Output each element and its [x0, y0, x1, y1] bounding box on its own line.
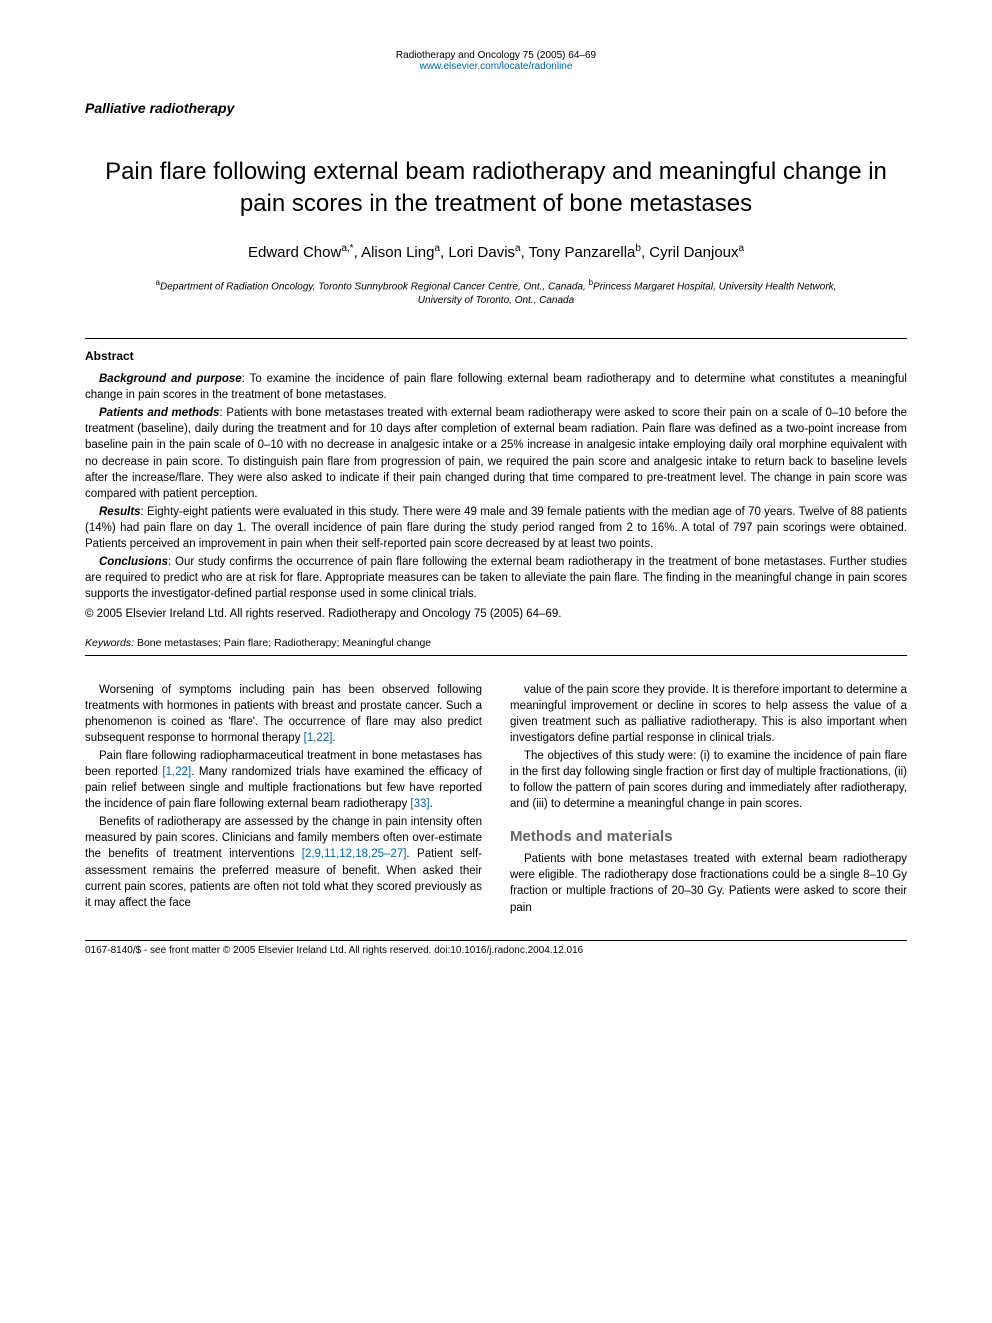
footer-text: 0167-8140/$ - see front matter © 2005 El… [85, 945, 907, 956]
abstract-results-text: : Eighty-eight patients were evaluated i… [85, 506, 907, 550]
journal-header: Radiotherapy and Oncology 75 (2005) 64–6… [85, 50, 907, 72]
footer-divider [85, 940, 907, 941]
keywords-line: Keywords: Bone metastases; Pain flare; R… [85, 637, 907, 649]
abstract-methods: Patients and methods: Patients with bone… [85, 405, 907, 502]
citation-link[interactable]: [1,22] [162, 766, 191, 778]
abstract-heading: Abstract [85, 349, 907, 363]
abstract-copyright: © 2005 Elsevier Ireland Ltd. All rights … [85, 606, 907, 622]
keywords-label: Keywords: [85, 637, 134, 649]
abstract-conclusions-label: Conclusions [99, 556, 168, 568]
article-title: Pain flare following external beam radio… [85, 156, 907, 221]
divider-bottom [85, 655, 907, 656]
article-category: Palliative radiotherapy [85, 100, 907, 116]
citation-link[interactable]: [2,9,11,12,18,25–27] [302, 848, 407, 860]
affiliations: aDepartment of Radiation Oncology, Toron… [85, 277, 907, 308]
methods-para-1: Patients with bone metastases treated wi… [510, 851, 907, 915]
left-column: Worsening of symptoms including pain has… [85, 682, 482, 918]
intro-para-1: Worsening of symptoms including pain has… [85, 682, 482, 746]
intro-para-4: value of the pain score they provide. It… [510, 682, 907, 746]
body-two-column: Worsening of symptoms including pain has… [85, 682, 907, 918]
citation-link[interactable]: [1,22] [304, 732, 333, 744]
abstract-conclusions-text: : Our study confirms the occurrence of p… [85, 556, 907, 600]
abstract-block: Background and purpose: To examine the i… [85, 371, 907, 622]
divider-top [85, 338, 907, 339]
intro-para-5: The objectives of this study were: (i) t… [510, 748, 907, 812]
journal-url[interactable]: www.elsevier.com/locate/radonline [85, 61, 907, 72]
citation-link[interactable]: [33] [410, 798, 429, 810]
methods-heading: Methods and materials [510, 826, 907, 847]
abstract-background-label: Background and purpose [99, 373, 242, 385]
right-column: value of the pain score they provide. It… [510, 682, 907, 918]
keywords-text: Bone metastases; Pain flare; Radiotherap… [134, 637, 431, 649]
abstract-methods-label: Patients and methods [99, 407, 219, 419]
abstract-conclusions: Conclusions: Our study confirms the occu… [85, 554, 907, 602]
intro-para-3: Benefits of radiotherapy are assessed by… [85, 814, 482, 911]
author-list: Edward Chowa,*, Alison Linga, Lori Davis… [85, 243, 907, 261]
abstract-results: Results: Eighty-eight patients were eval… [85, 504, 907, 552]
journal-reference: Radiotherapy and Oncology 75 (2005) 64–6… [85, 50, 907, 61]
abstract-results-label: Results [99, 506, 141, 518]
intro-para-2: Pain flare following radiopharmaceutical… [85, 748, 482, 812]
abstract-methods-text: : Patients with bone metastases treated … [85, 407, 907, 499]
abstract-background: Background and purpose: To examine the i… [85, 371, 907, 403]
